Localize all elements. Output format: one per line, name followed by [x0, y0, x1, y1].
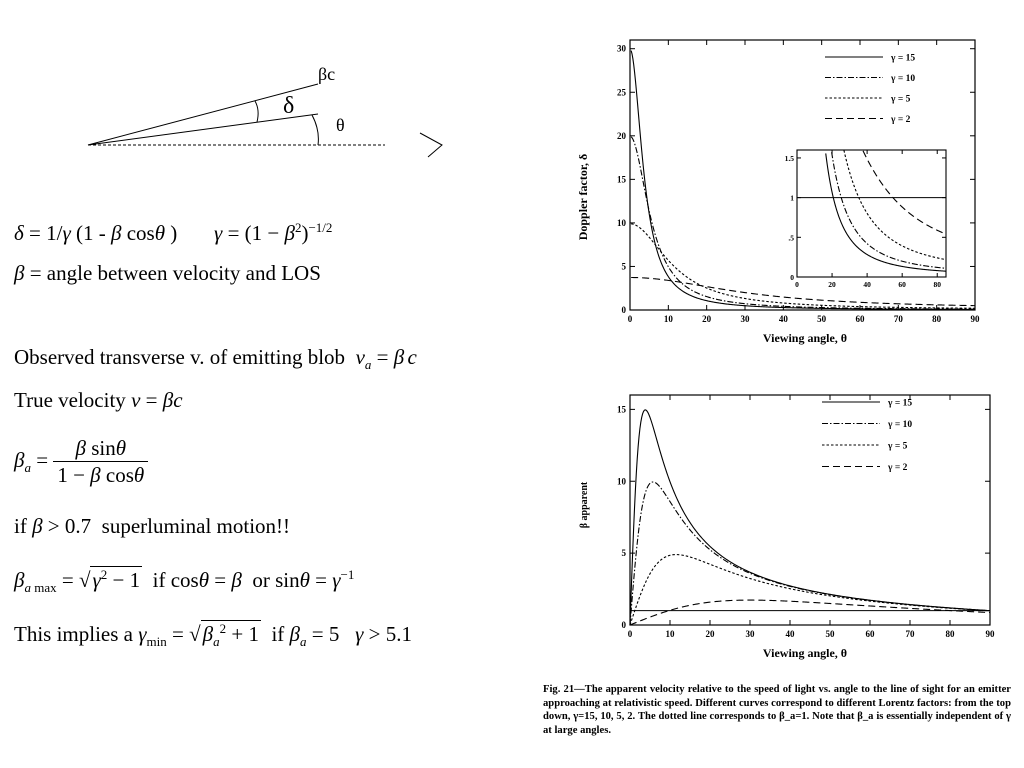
chart2-series-gamma-5	[629, 554, 991, 626]
delta-arc	[254, 100, 259, 123]
chart1-legend-label-gamma-10: γ = 10	[890, 74, 915, 84]
true-velocity-text: True velocity	[14, 388, 126, 412]
inset-x-tick-label: 40	[863, 280, 871, 289]
if-label: if	[14, 514, 27, 538]
chart1-xlabel: Viewing angle, θ	[763, 331, 847, 345]
chart2-x-tick-label: 90	[986, 629, 996, 639]
angle-diagram: βc δ θ	[87, 64, 443, 158]
observed-velocity-line: Observed transverse v. of emitting blob …	[14, 345, 417, 373]
chart2-y-tick-label: 5	[622, 548, 627, 558]
gamma-min-equation: This implies a γmin = √βa2 + 1 if βa = 5…	[14, 620, 412, 650]
or-label: or	[252, 568, 270, 592]
chart1-ylabel: Doppler factor, δ	[576, 154, 590, 241]
inset-frame	[796, 149, 947, 278]
true-velocity-line: True velocity v = βc	[14, 388, 183, 412]
chart1-x-tick-label: 40	[779, 314, 789, 324]
observer-eye-icon	[419, 132, 443, 158]
beta-definition: β = angle between velocity and LOS	[14, 261, 321, 285]
observed-velocity-text: Observed transverse v. of emitting blob	[14, 345, 346, 369]
beta-apparent-chart: 0 10 20 30 40 50 60 70 80 90 0 5 10 15 γ = 15 γ = 10 γ …	[579, 394, 996, 660]
inset-series-gamma-10	[831, 152, 947, 269]
delta-label: δ	[283, 93, 294, 119]
chart1-series-gamma-2	[631, 276, 976, 307]
chart1-x-tick-label: 10	[664, 314, 674, 324]
chart2-series-gamma-10	[629, 481, 991, 626]
inset-x-tick-label: 60	[898, 280, 906, 289]
chart1-series-gamma-15	[630, 50, 975, 310]
chart1-x-tick-label: 30	[741, 314, 751, 324]
caption-label: Fig. 21	[543, 684, 575, 695]
chart1-series-gamma-10	[630, 136, 975, 310]
chart1-legend-label-gamma-15: γ = 15	[890, 54, 915, 64]
inset-x-tick-label: 80	[933, 280, 941, 289]
chart1-y-tick-label: 30	[617, 44, 627, 54]
chart1-y-tick-label: 20	[617, 131, 627, 141]
inset-y-tick-label: .5	[788, 233, 794, 242]
chart1-y-tick-label: 5	[622, 261, 627, 271]
chart1-legend-label-gamma-2: γ = 2	[890, 115, 911, 125]
superluminal-text: superluminal motion!!	[101, 514, 291, 538]
chart2-x-tick-label: 70	[906, 629, 916, 639]
chart1-x-tick-label: 20	[702, 314, 712, 324]
chart1-x-tick-label: 90	[971, 314, 981, 324]
chart2-x-tick-label: 30	[746, 629, 756, 639]
chart1-y-tick-label: 10	[617, 218, 627, 228]
figure-caption: Fig. 21—The apparent velocity relative t…	[543, 683, 1011, 737]
if-label-3: if	[271, 622, 285, 646]
inset-series-gamma-2	[862, 150, 947, 235]
chart2-legend-label-gamma-5: γ = 5	[887, 442, 908, 452]
chart2-ylabel: β apparent	[579, 481, 590, 528]
chart1-x-tick-label: 80	[932, 314, 942, 324]
chart1-y-tick-label: 15	[617, 174, 627, 184]
doppler-equation: δ = 1/γ (1 - β cosθ ) γ = (1 − β2)−1/2	[14, 220, 333, 245]
emission-line	[87, 113, 319, 146]
chart2-series-gamma-15	[629, 409, 991, 626]
implies-text: This implies a	[14, 622, 133, 646]
chart2-x-tick-label: 60	[866, 629, 876, 639]
chart2-x-tick-label: 50	[826, 629, 836, 639]
chart1-plot-frame	[629, 39, 976, 311]
chart1-series-gamma-5	[631, 223, 976, 309]
inset-series-gamma-5	[843, 150, 947, 261]
if-label-2: if	[152, 568, 166, 592]
chart1-x-tick-label: 0	[628, 314, 633, 324]
chart2-y-tick-label: 15	[617, 404, 627, 414]
chart2-xlabel: Viewing angle, θ	[763, 646, 847, 660]
caption-text: —The apparent velocity relative to the s…	[543, 684, 1011, 736]
chart1-x-tick-label: 60	[856, 314, 866, 324]
inset-x-tick-label: 20	[828, 280, 836, 289]
chart1-x-tick-label: 70	[894, 314, 904, 324]
inset-y-tick-label: 1.5	[785, 154, 795, 163]
inset-x-tick-label: 0	[795, 280, 799, 289]
chart2-x-tick-label: 10	[666, 629, 676, 639]
theta-label: θ	[336, 115, 345, 135]
inset-y-tick-label: 1	[790, 194, 794, 203]
superluminal-condition: if β > 0.7 superluminal motion!!	[14, 514, 291, 538]
chart2-x-tick-label: 0	[628, 629, 633, 639]
inset-y-tick-label: 0	[790, 273, 794, 282]
chart2-legend-label-gamma-2: γ = 2	[887, 463, 908, 473]
theta-arc	[311, 114, 319, 146]
chart2-plot-frame	[629, 394, 991, 626]
chart1-y-tick-label: 0	[622, 305, 627, 315]
beta-definition-text: = angle between velocity and LOS	[29, 261, 321, 285]
chart1-y-tick-label: 25	[617, 87, 627, 97]
chart2-y-tick-label: 0	[622, 620, 627, 630]
inset-series-gamma-15	[825, 153, 947, 272]
chart2-x-tick-label: 80	[946, 629, 956, 639]
chart2-legend-label-gamma-15: γ = 15	[887, 399, 912, 409]
beta-apparent-equation: βa = β sinθ 1 − β cosθ	[14, 438, 149, 486]
chart1-legend-label-gamma-5: γ = 5	[890, 95, 911, 105]
chart2-x-tick-label: 20	[706, 629, 716, 639]
chart2-series-gamma-2	[629, 599, 991, 626]
chart2-legend-label-gamma-10: γ = 10	[887, 420, 912, 430]
chart2-x-tick-label: 40	[786, 629, 796, 639]
beta-max-equation: βa max = √γ2 − 1 if cosθ = β or sinθ = γ…	[14, 566, 355, 596]
velocity-line	[87, 83, 319, 146]
chart2-y-tick-label: 10	[617, 476, 627, 486]
beta-c-label: βc	[318, 64, 335, 84]
chart1-x-tick-label: 50	[817, 314, 827, 324]
